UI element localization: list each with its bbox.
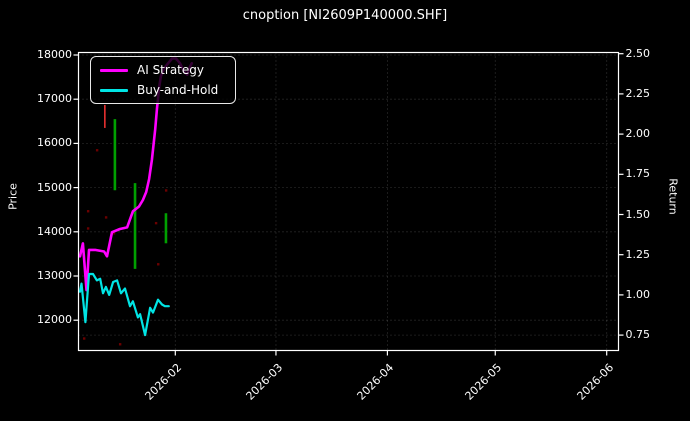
left-axis-label: Price — [6, 183, 20, 210]
price-tick-label: 15000 — [37, 180, 72, 194]
return-tick-label: 1.25 — [625, 247, 651, 261]
legend-item-buy-and-hold: Buy-and-Hold — [100, 83, 226, 97]
return-tick-label: 0.75 — [625, 328, 651, 342]
legend-label-ai-strategy: AI Strategy — [137, 63, 204, 77]
price-tick-label: 16000 — [37, 136, 72, 150]
legend: AI Strategy Buy-and-Hold — [90, 56, 236, 104]
price-tick-label: 12000 — [37, 313, 72, 327]
price-tick-label: 18000 — [37, 48, 72, 61]
return-tick-label: 2.25 — [625, 86, 651, 100]
legend-item-ai-strategy: AI Strategy — [100, 63, 226, 77]
return-tick-label: 1.75 — [625, 167, 651, 181]
buy-and-hold-line-swatch — [100, 88, 128, 92]
chart-title: cnoption [NI2609P140000.SHF] — [242, 8, 448, 23]
return-tick-label: 2.50 — [625, 46, 651, 60]
legend-label-buy-and-hold: Buy-and-Hold — [137, 83, 219, 97]
price-tick-label: 14000 — [37, 224, 72, 238]
ai-strategy-line-swatch — [100, 68, 128, 72]
price-tick-label: 17000 — [37, 92, 72, 106]
return-tick-label: 1.00 — [625, 287, 651, 301]
price-tick-label: 13000 — [37, 269, 72, 282]
return-tick-label: 2.00 — [625, 127, 651, 141]
return-tick-label: 1.50 — [625, 207, 651, 221]
